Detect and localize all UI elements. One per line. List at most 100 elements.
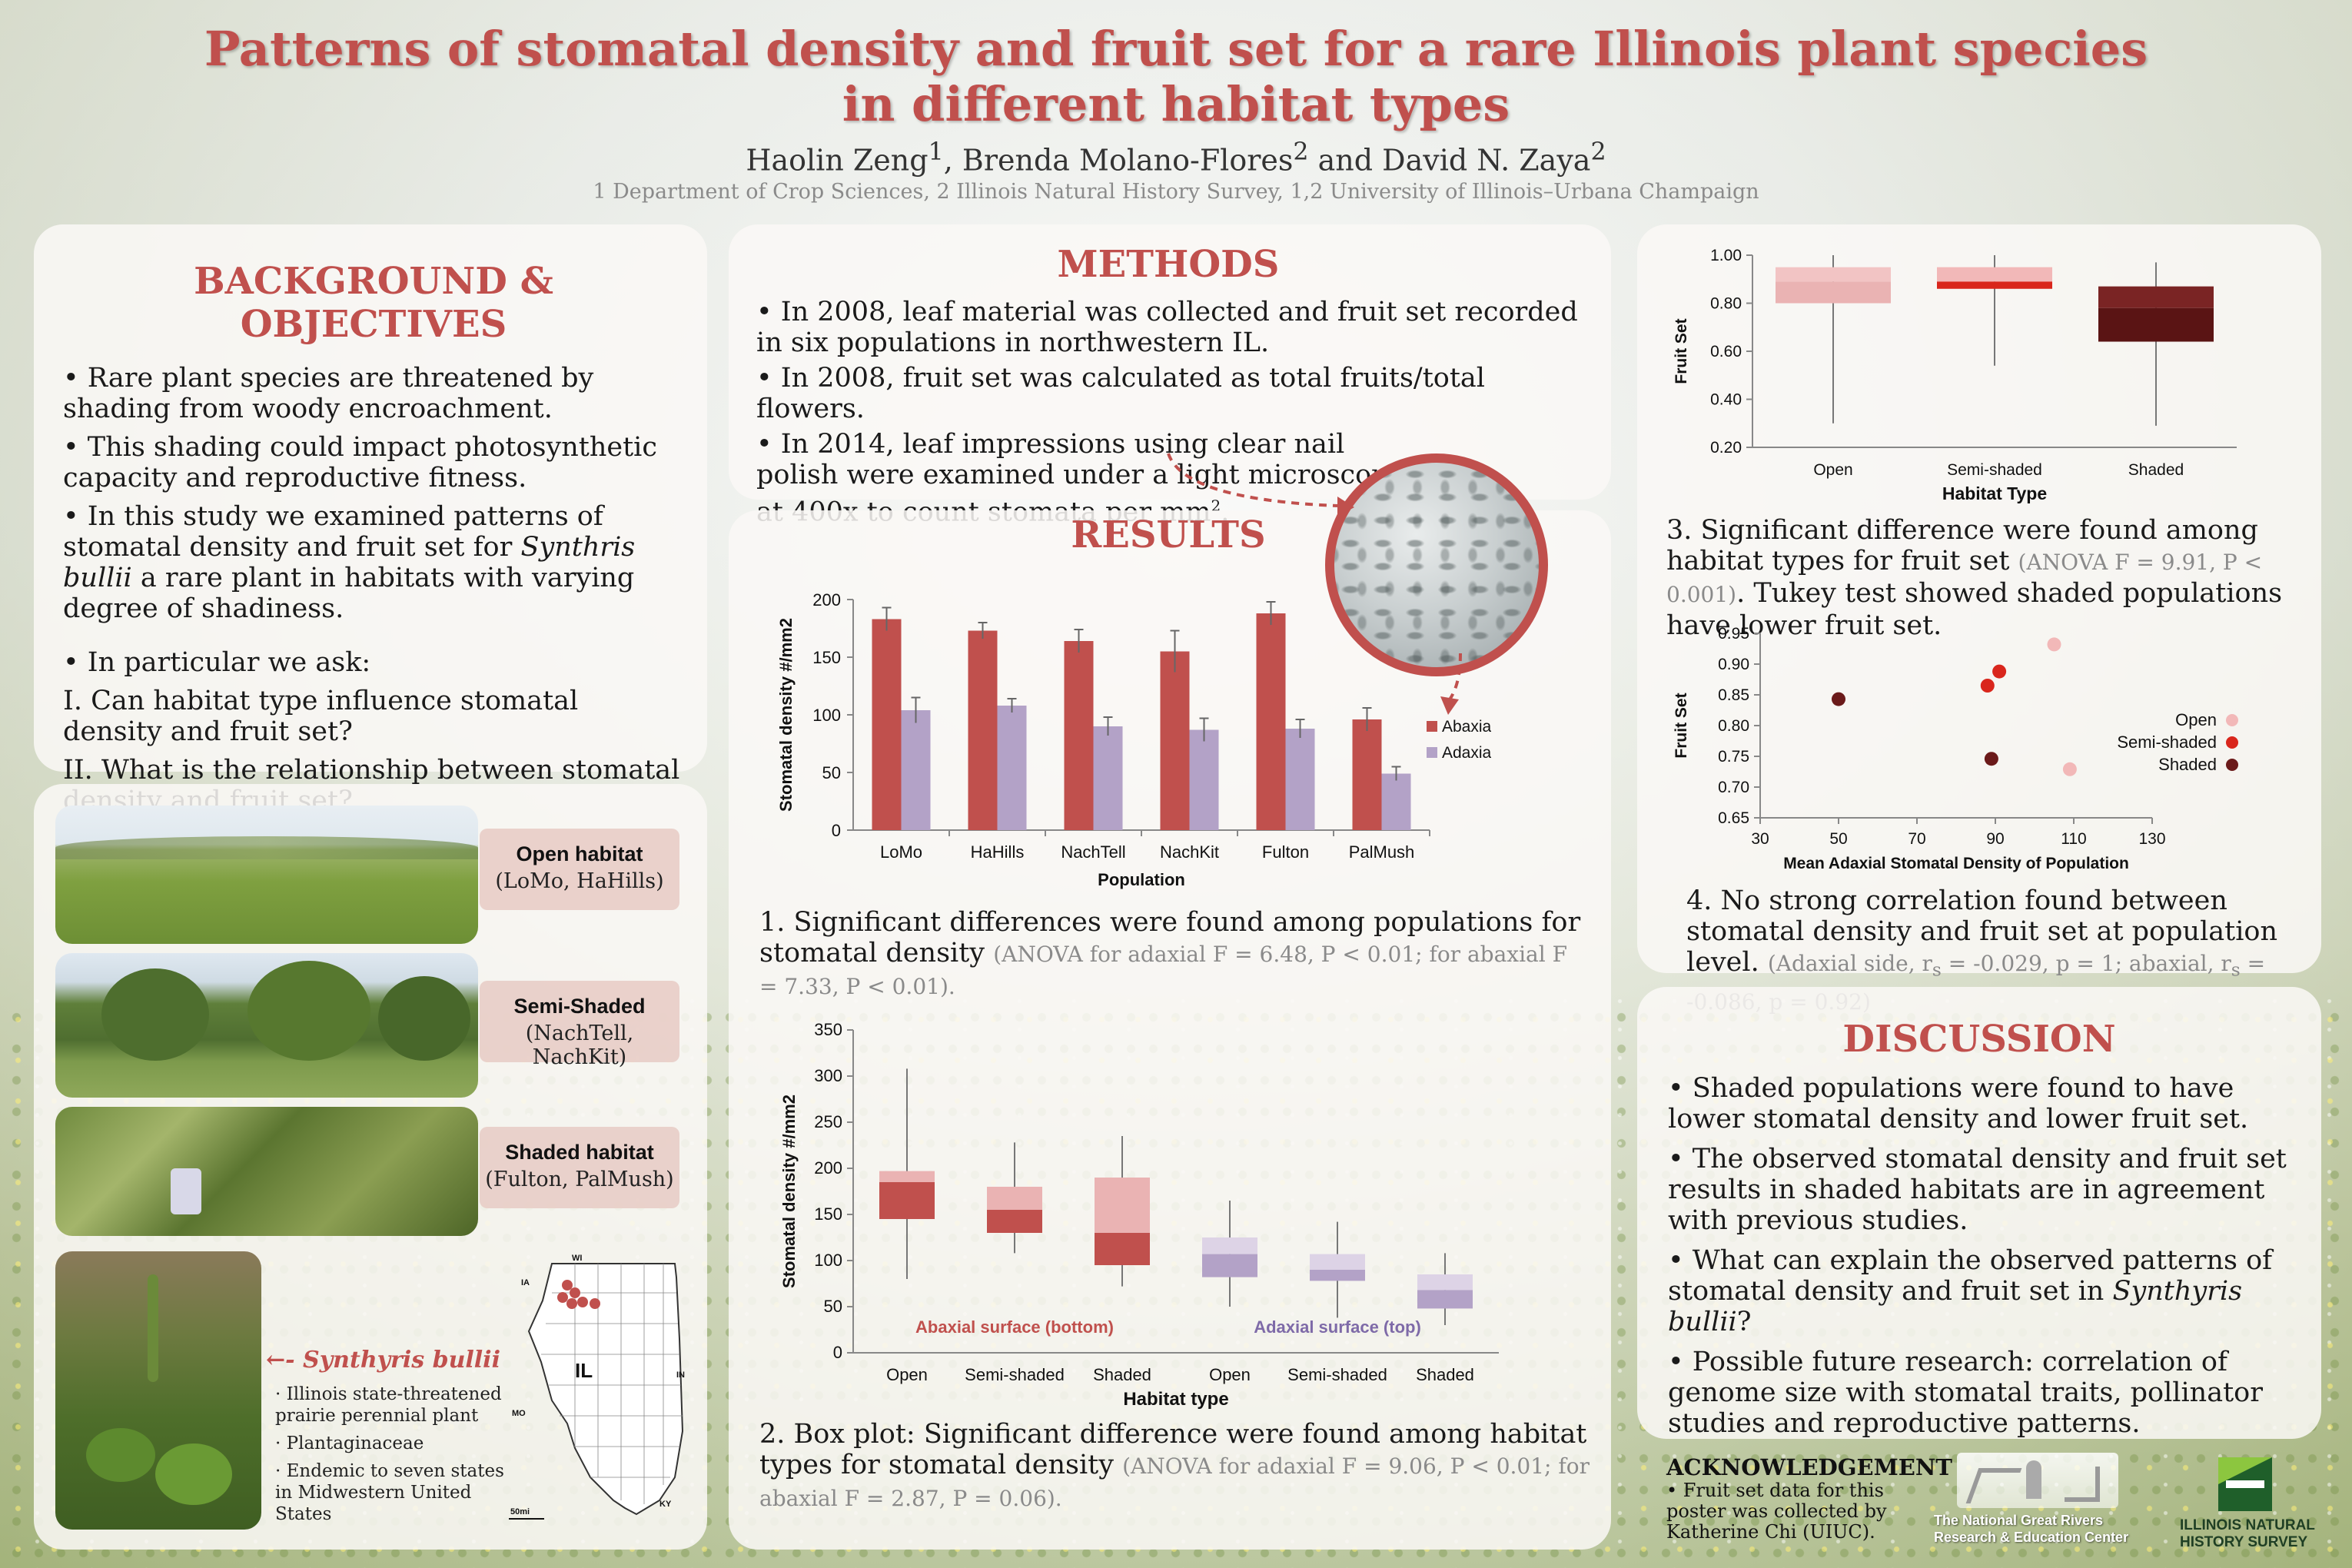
x-tick-label: HaHills [971,842,1025,862]
legend-label: Shaded [2158,755,2217,774]
bar [1256,613,1286,830]
y-tick-label: 0.80 [1710,295,1742,313]
author-2: Brenda Molano-Flores [962,143,1294,178]
legend-marker [2226,736,2238,749]
box-lower [1417,1290,1473,1309]
x-tick-label: Open [1209,1365,1251,1384]
species-facts: · Illinois state-threatened prairie pere… [275,1384,521,1525]
discussion-panel: DISCUSSION • Shaded populations were fou… [1637,987,2321,1439]
bar [1381,773,1411,830]
y-tick-label: 50 [822,763,841,782]
x-tick-label: 30 [1751,830,1769,848]
y-tick-label: 0.95 [1718,625,1749,643]
bar [1093,726,1123,830]
map-neighbor-label: WI [572,1254,582,1263]
y-tick-label: 0.40 [1710,391,1742,409]
y-tick-label: 150 [812,648,841,667]
stomatal-fruitset-scatter: 0.65 0.70 0.75 0.80 0.85 0.90 0.95 30 50 70 90 110 1… [1673,625,2238,872]
box-upper [879,1171,935,1182]
scatter-point [2047,637,2061,652]
x-tick-label: Open [1813,461,1852,479]
background-text: • Rare plant species are threatened by s… [63,363,684,816]
legend-label: Semi-shaded [2117,733,2217,752]
legend-label: Adaxial surface [1442,744,1491,762]
discussion-bullet-1: • Shaded populations were found to have … [1668,1073,2249,1134]
inhs-name-line1: ILLINOIS NATURAL [2180,1517,2315,1533]
legend-label: Open [2175,710,2217,729]
y-tick-label: 0.75 [1718,748,1749,766]
y-tick-label: 0.70 [1718,779,1749,796]
y-tick-label: 0.20 [1710,439,1742,457]
legend-marker [2226,759,2238,771]
bar [901,710,931,830]
box-upper [1202,1237,1257,1254]
dashed-arrows [1167,453,1462,715]
x-tick-label: 130 [2138,830,2165,848]
bar [1352,719,1382,830]
legend-marker [2226,714,2238,726]
bar [872,619,902,830]
ack-text: • Fruit set data for this poster was col… [1666,1480,1887,1543]
discussion-bullet-4: • Possible future research: correlation … [1668,1347,2263,1439]
y-axis-label: Stomatal density #/mm2 [779,1095,799,1288]
map-state-label: IL [575,1359,593,1382]
box-lower [879,1182,935,1219]
scatter-point [1832,692,1845,706]
group-label: Adaxial surface (top) [1254,1317,1421,1337]
bar [968,630,998,830]
synthyris-plant-photo [55,1251,261,1530]
poster-title-line1: Patterns of stomatal density and fruit s… [204,21,2148,77]
x-tick-label: 70 [1908,830,1925,848]
semi-shaded-habitat-photo [55,953,478,1098]
microscope-image [1325,453,1548,676]
y-axis-label: Fruit Set [1673,693,1690,758]
x-tick-label: PalMush [1349,842,1415,862]
x-axis-label: Habitat type [1123,1389,1228,1410]
author-3: David N. Zaya [1382,143,1591,178]
y-tick-label: 0.90 [1718,656,1749,673]
species-fact: · Illinois state-threatened prairie pere… [275,1384,502,1426]
shaded-habitat-photo [55,1107,478,1236]
species-name: ←- Synthyris bullii [266,1347,500,1374]
scatter-point [2062,762,2077,776]
x-tick-label: Open [886,1365,928,1384]
poster-title-line2: in different habitat types [842,76,1510,132]
bar [1189,729,1219,830]
x-tick-label: 90 [1986,830,2004,848]
results-note-1: 1. Significant differences were found am… [759,907,1581,999]
map-neighbor-label: KY [659,1500,672,1509]
y-tick-label: 0.60 [1710,343,1742,360]
habitat-fruit-set-box-plot: 0.20 0.40 0.60 0.80 1.00 Open Semi-shaded Shade… [1673,247,2237,503]
discussion-bullet-3: • What can explain the observed patterns… [1668,1245,2273,1337]
semi-shaded-habitat-label: Semi-Shaded (NachTell, NachKit) [480,981,679,1069]
species-fact: · Plantaginaceae [275,1433,424,1453]
results-note-2: 2. Box plot: Significant difference were… [759,1419,1590,1511]
y-tick-label: 200 [812,590,841,610]
map-scale-label: 50mi [510,1507,530,1517]
y-axis-label: Stomatal density #/mm2 [776,618,796,812]
y-axis-label: Fruit Set [1673,318,1690,384]
inhs-name-line2: HISTORY SURVEY [2180,1534,2308,1550]
legend-swatch [1427,721,1437,732]
fruit-set-panel [1637,224,2321,973]
county-lines [541,1264,683,1504]
background-panel: BACKGROUND & OBJECTIVES • Rare plant spe… [34,224,707,816]
box-lower [1095,1233,1150,1265]
ngrrec-logo: The National Great Rivers Research & Edu… [1934,1453,2172,1553]
y-tick-label: 0.80 [1718,717,1749,735]
species-fact: · Endemic to seven states in Midwestern … [275,1461,504,1524]
illinois-map: IL WI IA IN MO KY 50mi [509,1254,685,1520]
scatter-point [1984,752,1998,766]
legend-label: Abaxial surface [1442,718,1491,736]
population-marker [590,1298,600,1309]
x-tick-label: LoMo [880,842,922,862]
y-tick-label: 0 [833,1343,842,1362]
box-lower [1310,1270,1365,1281]
background-bullet-1: • Rare plant species are threatened by s… [63,363,594,424]
discussion-text: • Shaded populations were found to have … [1668,1073,2291,1439]
discussion-heading: DISCUSSION [1842,1018,2116,1061]
y-tick-label: 350 [814,1020,842,1039]
y-tick-label: 250 [814,1112,842,1131]
x-tick-label: Shaded [2128,461,2184,479]
population-marker [557,1292,568,1303]
